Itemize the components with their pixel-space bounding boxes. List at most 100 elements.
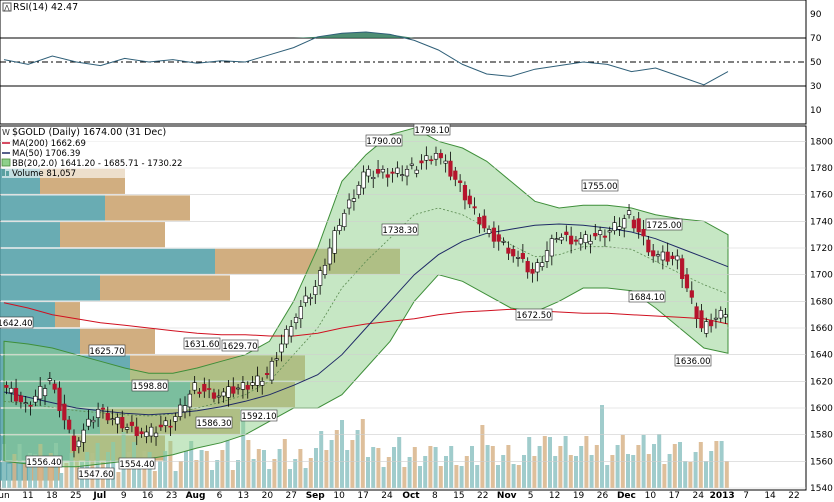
volume-bar (662, 464, 667, 488)
candle-body (110, 418, 115, 420)
volume-bar (168, 441, 173, 488)
volume-bar (366, 457, 370, 488)
ma200-line-group (3, 302, 729, 337)
price-tick-label: 1660 (810, 324, 833, 334)
volume-bar (298, 449, 303, 488)
candle-body (313, 286, 318, 295)
volume-bar (594, 445, 599, 488)
annotation-label: 1629.70 (222, 342, 257, 352)
candle-body (351, 198, 357, 202)
volume-bar (308, 458, 313, 488)
legend-label: MA(50) 1706.39 (12, 149, 80, 159)
candle-body (332, 230, 337, 254)
annotation-label: 1672.50 (516, 311, 551, 321)
volume-bar (558, 446, 563, 488)
candle-body (675, 255, 680, 261)
candle-body (506, 247, 511, 254)
candle-body (631, 219, 636, 229)
candle-body (245, 385, 250, 390)
volume-bar (64, 463, 69, 488)
candle-body (404, 169, 410, 177)
candle-body (477, 217, 482, 225)
volume-bar (672, 444, 677, 488)
date-tick-label: 14 (764, 491, 776, 501)
candle-body (424, 155, 429, 161)
candle-body (347, 199, 352, 209)
rsi-tick-label: 70 (810, 34, 822, 44)
volume-bar (553, 456, 558, 488)
candle-body (327, 247, 332, 265)
volume-bar (59, 473, 64, 488)
candle-body (211, 392, 217, 399)
rsi-label: RSI(14) 42.47 (13, 2, 78, 13)
legend-swatch (1, 158, 11, 167)
volume-bar (470, 446, 474, 488)
candle-body (100, 407, 106, 410)
candle-body (221, 391, 226, 397)
volume-bar (184, 451, 188, 488)
annotation-label: 1755.00 (582, 182, 617, 192)
volume-bar (636, 445, 641, 488)
annotation-box (221, 339, 259, 352)
volume-bar (615, 445, 620, 488)
vbp-bar-up (0, 248, 215, 274)
volume-bar (605, 465, 610, 488)
candle-body (511, 249, 516, 257)
volume-bar (199, 450, 204, 488)
candle-body (303, 295, 308, 303)
volume-bar (704, 461, 708, 488)
candle-body (694, 306, 699, 319)
candle-body (337, 225, 342, 231)
vbp-bar-down (55, 302, 80, 328)
volume-bar (319, 431, 324, 488)
volume-bar (2, 444, 6, 488)
annotation-box (118, 457, 156, 470)
volume-bar (163, 451, 168, 488)
candle-body (395, 167, 400, 174)
date-tick-label: 25 (70, 491, 81, 501)
volume-bar (574, 456, 578, 488)
date-tick-label: 8 (432, 491, 438, 501)
volume-bar (501, 455, 506, 488)
candles (4, 146, 728, 458)
candle-body (496, 234, 501, 242)
candle-body (240, 382, 246, 390)
candle-body (289, 326, 294, 337)
date-axis-labels: un 11 18 25 Jul 9 16 23 Aug 6 13 20 27 Sep 10 17 24 Oct 8 1… (0, 491, 800, 501)
candle-body (400, 174, 405, 176)
volume-bar (340, 420, 344, 488)
volume-bar (241, 420, 246, 488)
candle-body (120, 417, 125, 429)
date-tick-label: 11 (22, 491, 33, 501)
candle-body (680, 258, 685, 279)
volume-bar (256, 449, 261, 488)
candle-body (62, 403, 67, 421)
volume-bar (246, 440, 251, 488)
candle-body (438, 153, 443, 159)
candle-body (709, 319, 714, 327)
date-tick-label: un (0, 491, 10, 501)
candle-body (458, 180, 463, 183)
annotation-box (240, 409, 278, 422)
volume-bar (511, 464, 516, 488)
candle-body (660, 251, 665, 261)
candle-body (9, 387, 14, 394)
candle-body (115, 417, 120, 425)
candle-body (23, 402, 28, 404)
candle-body (597, 230, 603, 235)
volume-bar (678, 442, 682, 488)
volume-bar (392, 447, 396, 488)
candle-body (626, 210, 632, 215)
volume-bar (459, 466, 464, 488)
volume-bar (449, 446, 454, 488)
annotation-label: 1738.30 (382, 226, 417, 236)
volume-bar (95, 443, 100, 488)
rsi-header: ⋀ RSI(14) 42.47 (2, 2, 78, 13)
volume-bar (262, 450, 266, 488)
volume-bar (516, 465, 521, 488)
volume-bar (646, 454, 651, 488)
volume-bar (688, 462, 693, 488)
volume-bar (402, 467, 407, 488)
candle-body (298, 306, 303, 319)
